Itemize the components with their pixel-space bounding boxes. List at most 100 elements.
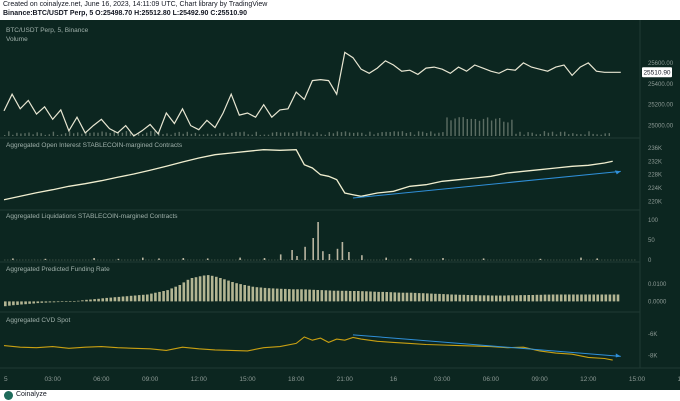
volume-bar: [470, 118, 472, 136]
liquidation-bar: [291, 250, 293, 260]
liquidation-bar: [117, 258, 120, 260]
funding-tick-label: 0.0100: [648, 282, 667, 288]
funding-bar: [454, 294, 457, 302]
time-tick-label: 09:00: [531, 376, 548, 383]
funding-bar: [344, 290, 348, 302]
volume-bar: [344, 131, 347, 136]
volume-bar: [8, 131, 10, 136]
volume-bar: [600, 134, 602, 136]
volume-bar: [73, 133, 75, 136]
funding-bar: [446, 294, 449, 302]
funding-bar: [555, 294, 559, 302]
funding-bar: [235, 283, 238, 302]
volume-bar: [292, 133, 294, 136]
last-price-tag: 25510.90: [642, 67, 672, 78]
liquidation-bar: [158, 258, 160, 260]
funding-bar: [210, 275, 214, 302]
funding-bar: [539, 294, 543, 302]
volume-bar: [182, 133, 184, 136]
funding-bar: [470, 295, 474, 302]
volume-bar: [369, 131, 371, 136]
funding-bar: [336, 290, 340, 302]
funding-bar: [568, 294, 571, 302]
volume-bar: [604, 133, 606, 136]
funding-bar: [137, 295, 141, 302]
volume-bar: [215, 134, 217, 136]
volume-bar: [527, 132, 529, 136]
funding-bar: [499, 295, 502, 302]
oi-trend-arrow: [352, 170, 621, 199]
liq-tick-label: 0: [648, 258, 652, 264]
volume-bar: [547, 132, 550, 136]
volume-bar: [421, 131, 424, 136]
funding-bar: [466, 295, 470, 302]
chart-area[interactable]: BTC/USDT Perp, 5, Binance Volume Aggrega…: [0, 20, 680, 390]
funding-bar: [474, 295, 478, 302]
funding-bar: [559, 294, 563, 302]
liquidation-bar: [336, 248, 339, 260]
volume-bar: [44, 134, 46, 136]
funding-bar: [64, 301, 68, 302]
funding-bar: [478, 295, 482, 302]
volume-bar: [206, 133, 209, 136]
created-info: Created on coinalyze.net, June 16, 2023,…: [3, 1, 268, 8]
volume-bar: [28, 132, 30, 136]
volume-bar: [466, 119, 468, 136]
funding-panel-title: Aggregated Predicted Funding Rate: [6, 266, 110, 273]
funding-bar: [434, 293, 437, 302]
volume-bar: [559, 131, 562, 136]
oi-tick-label: 224K: [648, 186, 662, 192]
volume-bar: [608, 133, 610, 136]
funding-bar: [616, 294, 620, 302]
oi-trend-arrow-line: [352, 170, 621, 199]
funding-bar: [178, 285, 182, 302]
funding-bar: [490, 295, 494, 302]
chart-header: Created on coinalyze.net, June 16, 2023,…: [0, 0, 680, 20]
funding-bar: [393, 292, 397, 302]
funding-bar: [166, 290, 169, 302]
funding-bar: [531, 295, 535, 302]
volume-bar: [417, 131, 420, 136]
volume-bar: [503, 121, 505, 136]
funding-bar: [523, 295, 526, 302]
volume-bar: [279, 132, 282, 136]
cvd-trend-line-segment: [352, 334, 621, 357]
funding-bar: [271, 288, 275, 302]
volume-bar: [385, 131, 387, 136]
volume-bar: [178, 131, 180, 136]
volume-bar: [227, 134, 229, 136]
chart-canvas[interactable]: BTC/USDT Perp, 5, Binance Volume Aggrega…: [0, 20, 680, 390]
volume-bar: [377, 132, 379, 136]
funding-bar: [426, 293, 429, 302]
funding-bar: [40, 301, 44, 303]
oi-tick-label: 236K: [648, 146, 662, 152]
funding-bar: [32, 301, 35, 304]
volume-bar: [52, 131, 55, 136]
funding-bar: [543, 294, 547, 302]
volume-bar: [580, 134, 582, 136]
funding-bar: [227, 280, 230, 302]
volume-bar: [495, 118, 497, 136]
volume-bar: [308, 132, 310, 136]
liquidation-bar: [341, 242, 344, 260]
funding-bar: [357, 291, 360, 302]
funding-bar: [365, 291, 368, 302]
funding-bar: [158, 291, 161, 302]
funding-bar: [588, 294, 591, 302]
time-tick-label: 06:00: [93, 376, 110, 383]
volume-bar: [430, 131, 432, 136]
liquidation-bar: [442, 258, 444, 260]
volume-bar: [462, 117, 464, 136]
funding-bar: [442, 294, 445, 302]
volume-bar: [219, 133, 221, 136]
funding-bar: [81, 300, 84, 302]
volume-bar: [121, 132, 124, 136]
volume-bar: [572, 133, 574, 136]
volume-bar: [137, 133, 140, 136]
price-axis: 25600.00 25400.00 25200.00 25000.00: [648, 61, 674, 130]
volume-bar: [381, 132, 383, 136]
funding-bar: [239, 284, 242, 302]
volume-bar: [373, 134, 375, 136]
volume-bar: [142, 134, 144, 136]
volume-bar: [304, 131, 306, 136]
